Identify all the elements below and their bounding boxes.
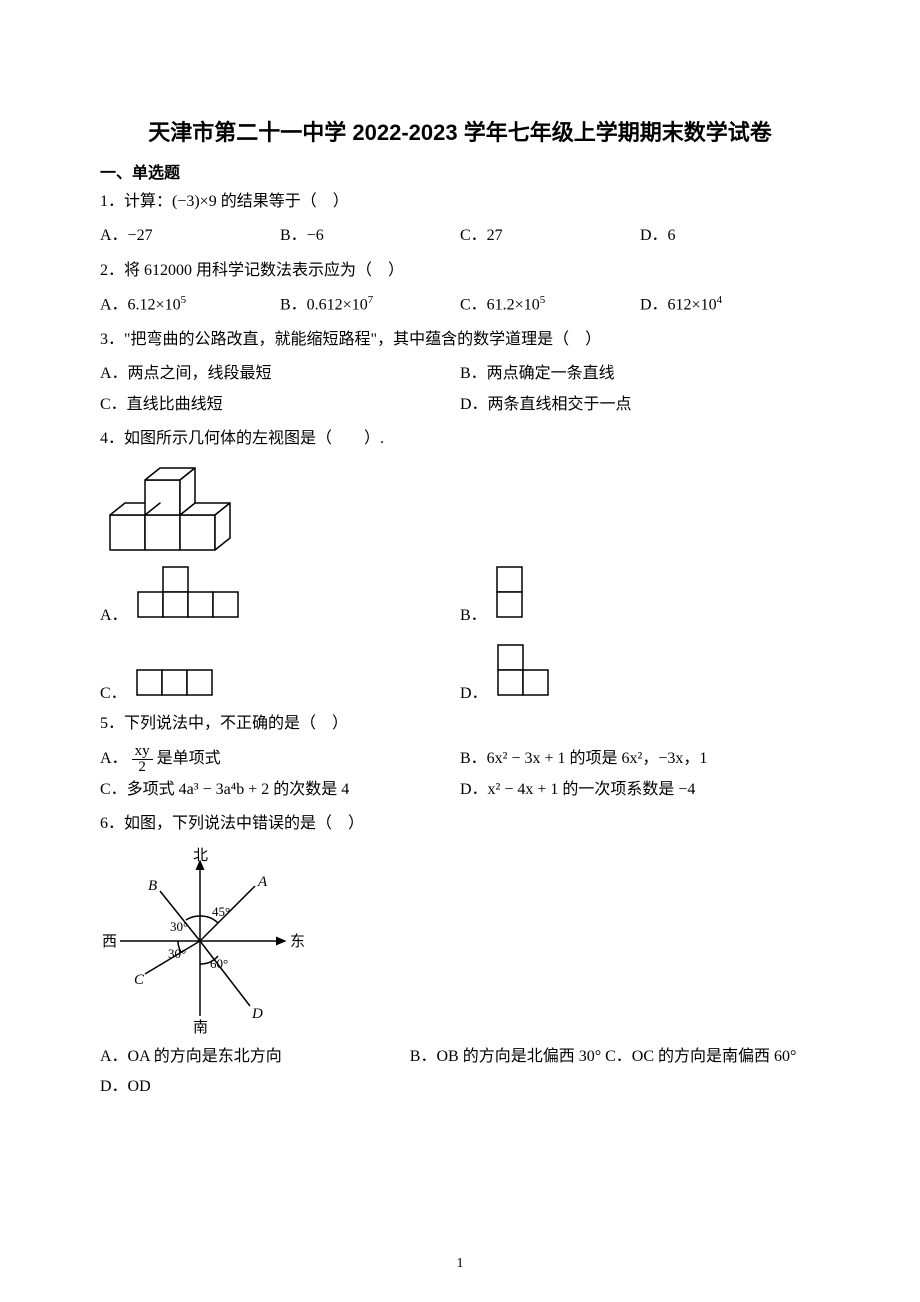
q3-opt-d: D．两条直线相交于一点: [460, 390, 820, 420]
compass-west-label: 西: [102, 934, 117, 950]
q1-opt-c: C．27: [460, 221, 640, 251]
q4-opt-c-figure: [135, 668, 220, 703]
q2-c-sup: 5: [540, 294, 546, 306]
q5-a-frac-den: 2: [132, 760, 153, 775]
q3-options: A．两点之间，线段最短 B．两点确定一条直线 C．直线比曲线短 D．两条直线相交…: [100, 359, 820, 420]
q3-stem: 3．"把弯曲的公路改直，就能缩短路程"，其中蕴含的数学道理是（ ）: [100, 325, 820, 355]
q2-opt-c: C．61.2×105: [460, 290, 640, 321]
q1-opt-a: A．−27: [100, 221, 280, 251]
page-number: 1: [0, 1256, 920, 1272]
q4-row-cd: C． D．: [100, 643, 820, 703]
compass-angle-60: 60°: [210, 956, 228, 971]
q1-opt-d: D．6: [640, 221, 820, 251]
q5-a-frac-num: xy: [132, 744, 153, 760]
q4-stem: 4．如图所示几何体的左视图是（ ）.: [100, 424, 820, 454]
q4-row-ab: A． B．: [100, 565, 820, 625]
q2-d-sup: 4: [717, 294, 723, 306]
q5-a-pre: A．: [100, 750, 128, 767]
exam-page: 天津市第二十一中学 2022-2023 学年七年级上学期期末数学试卷 一、单选题…: [0, 0, 920, 1302]
compass-south-label: 南: [193, 1019, 208, 1036]
q4-opt-d-figure: [496, 643, 556, 703]
q2-a-text: A．6.12×10: [100, 297, 181, 314]
q5-a-post: 是单项式: [157, 750, 221, 767]
q2-opt-b: B．0.612×107: [280, 290, 460, 321]
q4-opt-b-label: B．: [460, 601, 487, 625]
q2-opt-a: A．6.12×105: [100, 290, 280, 321]
q4-opt-c-label: C．: [100, 679, 127, 703]
q6-opt-d: D．OD: [100, 1078, 151, 1095]
compass-ray-c: C: [134, 972, 145, 988]
q6-opt-b: B．OB 的方向是北偏西 30°: [410, 1048, 601, 1065]
q6-opt-c: C．OC 的方向是南偏西 60°: [605, 1048, 796, 1065]
q2-stem: 2．将 612000 用科学记数法表示应为（ ）: [100, 256, 820, 286]
q2-b-sup: 7: [368, 294, 374, 306]
q4-main-figure: [100, 460, 820, 555]
q1-options: A．−27 B．−6 C．27 D．6: [100, 221, 820, 251]
q5-opt-c: C．多项式 4a³ − 3a⁴b + 2 的次数是 4: [100, 775, 460, 805]
q2-b-text: B．0.612×10: [280, 297, 368, 314]
page-title: 天津市第二十一中学 2022-2023 学年七年级上学期期末数学试卷: [100, 115, 820, 147]
compass-ray-a: A: [257, 874, 268, 890]
q5-a-fraction: xy 2: [132, 744, 153, 775]
q4-opt-d-label: D．: [460, 679, 488, 703]
q5-opt-b: B．6x² − 3x + 1 的项是 6x²，−3x，1: [460, 744, 820, 775]
q5-stem: 5．下列说法中，不正确的是（ ）: [100, 709, 820, 739]
q2-opt-d: D．612×104: [640, 290, 820, 321]
compass-angle-30a: 30°: [170, 919, 188, 934]
q1-stem: 1．计算：(−3)×9 的结果等于（ ）: [100, 187, 820, 217]
q4-opt-b-figure: [495, 565, 530, 625]
q1-opt-b: B．−6: [280, 221, 460, 251]
q6-compass-figure: 北 南 东 西 A B C D 45° 30° 30° 60°: [100, 846, 820, 1036]
compass-ray-d: D: [251, 1006, 263, 1022]
q2-a-sup: 5: [181, 294, 187, 306]
q2-d-text: D．612×10: [640, 297, 717, 314]
q3-opt-a: A．两点之间，线段最短: [100, 359, 460, 389]
compass-angle-30b: 30°: [168, 946, 186, 961]
q3-opt-c: C．直线比曲线短: [100, 390, 460, 420]
compass-angle-45: 45°: [212, 904, 230, 919]
compass-east-label: 东: [290, 933, 305, 950]
q5-opt-a: A． xy 2 是单项式: [100, 744, 460, 775]
isometric-cubes-icon: [100, 460, 250, 555]
q6-opt-a: A．OA 的方向是东北方向: [100, 1048, 282, 1065]
q2-options: A．6.12×105 B．0.612×107 C．61.2×105 D．612×…: [100, 290, 820, 321]
compass-ray-b: B: [148, 878, 157, 894]
q6-options-line: A．OA 的方向是东北方向 B．OB 的方向是北偏西 30° C．OC 的方向是…: [100, 1042, 820, 1103]
q4-opt-a-label: A．: [100, 601, 128, 625]
q5-options: A． xy 2 是单项式 B．6x² − 3x + 1 的项是 6x²，−3x，…: [100, 744, 820, 805]
q5-opt-d: D．x² − 4x + 1 的一次项系数是 −4: [460, 775, 820, 805]
compass-north-label: 北: [193, 847, 208, 864]
q4-opt-a-figure: [136, 565, 241, 625]
section-heading: 一、单选题: [100, 159, 820, 183]
q6-stem: 6．如图，下列说法中错误的是（ ）: [100, 809, 820, 839]
q2-c-text: C．61.2×10: [460, 297, 540, 314]
q3-opt-b: B．两点确定一条直线: [460, 359, 820, 389]
